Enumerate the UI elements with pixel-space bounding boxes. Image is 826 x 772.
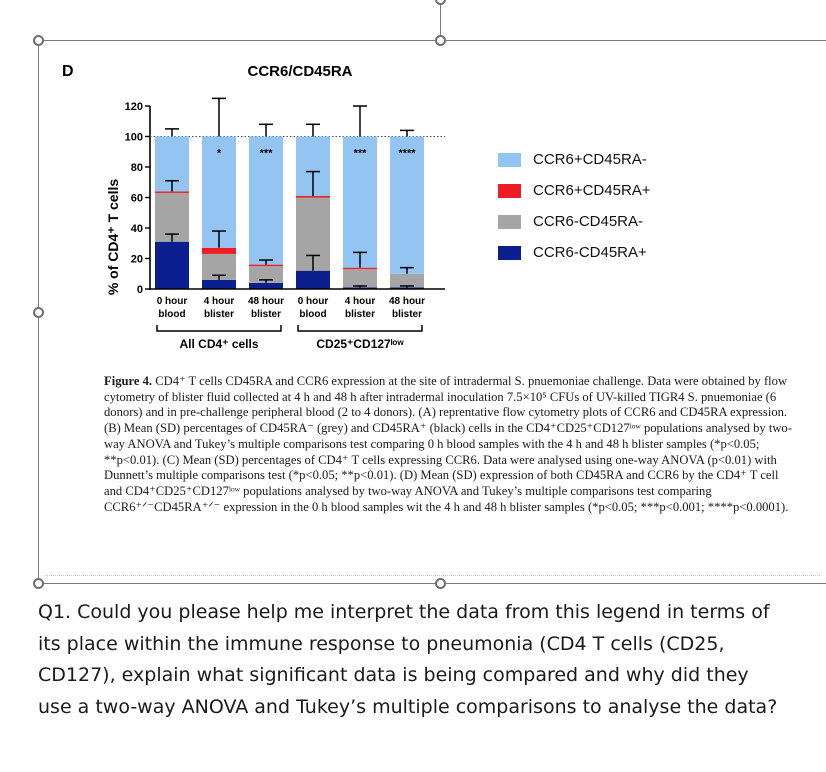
legend-swatch [498, 183, 521, 198]
legend-label: CCR6+CD45RA- [533, 151, 647, 168]
y-tick-label: 40 [131, 223, 143, 235]
significance-label: *** [354, 148, 368, 160]
x-tick-label-line1: 0 hour [157, 296, 188, 307]
y-tick-label: 100 [125, 132, 143, 144]
y-tick-label: 20 [131, 254, 143, 266]
legend-label: CCR6+CD45RA+ [533, 182, 651, 199]
chart-legend: CCR6+CD45RA- CCR6+CD45RA+ CCR6-CD45RA- CCR6… [498, 144, 651, 268]
image-frame-vertical-connector [440, 0, 441, 40]
resize-handle-middle-left[interactable] [33, 307, 44, 318]
y-axis-label: % of CD4⁺ T cells [105, 179, 121, 296]
resize-handle-top-left[interactable] [33, 35, 44, 46]
legend-item: CCR6+CD45RA- [498, 144, 651, 175]
x-tick-label-line2: blister [392, 309, 422, 320]
legend-item: CCR6-CD45RA+ [498, 237, 651, 268]
bar-segment-ccr6-cd45ra- [202, 279, 236, 289]
x-tick-label-line2: blister [204, 309, 234, 320]
y-tick-label: 120 [125, 101, 143, 113]
y-tick-label: 0 [137, 284, 143, 296]
bar-segment-ccr6-cd45ra- [155, 241, 189, 289]
x-tick-label-line2: blood [158, 309, 185, 320]
x-tick-label-line2: blood [299, 309, 326, 320]
legend-item: CCR6-CD45RA- [498, 206, 651, 237]
group-label: CD25⁺CD127ˡᵒʷ [316, 337, 404, 351]
figure-caption: Figure 4. CD4⁺ T cells CD45RA and CCR6 e… [104, 374, 794, 515]
bar-segment-ccr6-cd45ra- [249, 266, 283, 283]
question-text: Q1. Could you please help me interpret t… [38, 601, 778, 718]
bar-segment-ccr6-cd45ra- [343, 267, 377, 270]
bar-segment-ccr6-cd45ra- [202, 136, 236, 248]
group-label: All CD4⁺ cells [179, 337, 258, 351]
bar-segment-ccr6-cd45ra- [249, 136, 283, 265]
bar-segment-ccr6-cd45ra- [249, 264, 283, 267]
y-tick-label: 80 [131, 162, 143, 174]
x-tick-label-line1: 4 hour [345, 296, 376, 307]
x-tick-label-line1: 4 hour [204, 296, 235, 307]
bar-segment-ccr6-cd45ra- [390, 273, 424, 288]
resize-handle-rotate[interactable] [435, 0, 446, 5]
panel-letter: D [62, 63, 74, 80]
bar-segment-ccr6-cd45ra- [249, 282, 283, 289]
resize-handle-bottom-left[interactable] [33, 578, 44, 589]
legend-label: CCR6-CD45RA- [533, 213, 644, 230]
significance-label: * [217, 148, 222, 160]
bar-segment-ccr6-cd45ra- [202, 247, 236, 254]
caption-body: CD4⁺ T cells CD45RA and CCR6 expression … [104, 374, 792, 514]
bar-segment-ccr6-cd45ra- [155, 191, 189, 193]
bar-segment-ccr6-cd45ra- [343, 269, 377, 288]
significance-label: **** [398, 148, 416, 160]
bar-segment-ccr6-cd45ra- [296, 270, 330, 289]
bar-segment-ccr6-cd45ra- [390, 136, 424, 274]
legend-swatch [498, 214, 521, 229]
stacked-bar-chart: D CCR6/CD45RA % of CD4⁺ T cells 0 20 40 60 8… [62, 63, 445, 351]
bar-segment-ccr6-cd45ra- [343, 287, 377, 289]
plot-area: 0 20 40 60 80 100 120 0 hour blood * 4 hour blister… [125, 97, 445, 351]
x-tick-label-line2: blister [345, 309, 375, 320]
bar-segment-ccr6-cd45ra- [390, 287, 424, 289]
resize-handle-top-center[interactable] [435, 35, 446, 46]
bar-segment-ccr6-cd45ra- [296, 195, 330, 198]
crop-guide-line [45, 575, 820, 576]
resize-handle-bottom-center[interactable] [435, 578, 446, 589]
legend-label: CCR6-CD45RA+ [533, 244, 647, 261]
chart-title: CCR6/CD45RA [247, 63, 352, 80]
legend-item: CCR6+CD45RA+ [498, 175, 651, 206]
legend-swatch [498, 245, 521, 260]
x-tick-label-line2: blister [251, 309, 281, 320]
x-tick-label-line1: 0 hour [298, 296, 329, 307]
significance-label: *** [260, 148, 274, 160]
group-bracket [156, 325, 282, 332]
image-frame-top [38, 40, 826, 41]
y-tick-label: 60 [131, 193, 143, 205]
image-frame-bottom [38, 583, 826, 584]
legend-swatch [498, 152, 521, 167]
x-tick-label-line1: 48 hour [248, 296, 284, 307]
group-bracket [297, 325, 423, 332]
caption-lead: Figure 4. [104, 374, 153, 388]
bar-segment-ccr6-cd45ra- [343, 136, 377, 268]
x-tick-label-line1: 48 hour [389, 296, 425, 307]
